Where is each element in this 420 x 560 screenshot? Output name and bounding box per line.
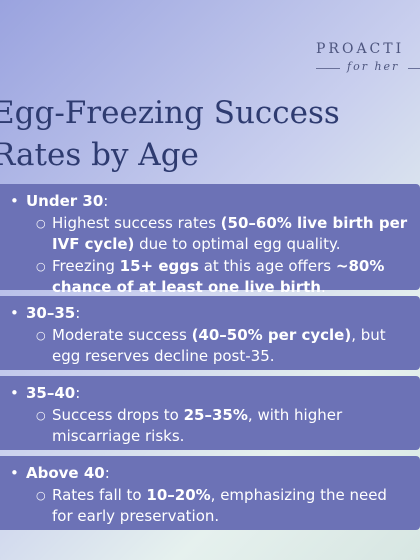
card-30-35: • 30–35: ○ Moderate success (40–50% per … <box>0 296 420 370</box>
text-run: at this age offers <box>198 257 336 275</box>
card-heading: Under 30 <box>26 192 104 210</box>
list-item: ○ Highest success rates (50–60% live bir… <box>10 213 410 255</box>
text-run: Moderate success <box>52 326 192 344</box>
list-item: ○ Freezing 15+ eggs at this age offers ~… <box>10 256 410 298</box>
bullet-icon: • <box>10 192 19 210</box>
card-heading-row: • 30–35: <box>10 303 410 324</box>
title-line-2: Rates by Age <box>0 137 199 173</box>
tagline-left-rule <box>316 68 340 69</box>
page-title: Egg-Freezing Success Rates by Age <box>0 92 340 176</box>
card-heading-row: • 35–40: <box>10 383 410 404</box>
bold-run: 25–35% <box>183 406 248 424</box>
card-heading: Above 40 <box>26 464 105 482</box>
text-run: Highest success rates <box>52 214 221 232</box>
tagline-right-rule <box>408 68 420 69</box>
list-item: ○ Rates fall to 10–20%, emphasizing the … <box>10 485 410 527</box>
card-heading-row: • Above 40: <box>10 463 410 484</box>
bold-run: (40–50% per cycle) <box>191 326 352 344</box>
heading-colon: : <box>75 384 81 402</box>
card-35-40: • 35–40: ○ Success drops to 25–35%, with… <box>0 376 420 450</box>
list-item: ○ Moderate success (40–50% per cycle), b… <box>10 325 410 367</box>
heading-colon: : <box>75 304 81 322</box>
heading-colon: : <box>103 192 109 210</box>
text-run: due to optimal egg quality. <box>134 235 341 253</box>
text-run: . <box>320 278 326 296</box>
brand-tagline: for her <box>347 60 400 73</box>
list-item-text: Rates fall to 10–20%, emphasizing the ne… <box>52 485 410 527</box>
bold-run: (50–60% live birth per IVF cycle) <box>52 214 408 253</box>
circle-bullet-icon: ○ <box>36 217 46 230</box>
brand-logo: PROACTI for her <box>316 40 420 74</box>
brand-tagline-row: for her <box>316 60 420 74</box>
list-item-text: Highest success rates (50–60% live birth… <box>52 213 410 255</box>
card-under-30: • Under 30: ○ Highest success rates (50–… <box>0 184 420 296</box>
bold-run: 10–20% <box>146 486 211 504</box>
list-item: ○ Success drops to 25–35%, with higher m… <box>10 405 410 447</box>
card-heading-row: • Under 30: <box>10 191 410 212</box>
title-line-1: Egg-Freezing Success <box>0 95 340 131</box>
bullet-icon: • <box>10 384 19 402</box>
text-run: Success drops to <box>52 406 184 424</box>
card-above-40: • Above 40: ○ Rates fall to 10–20%, emph… <box>0 456 420 530</box>
heading-colon: : <box>104 464 110 482</box>
bullet-icon: • <box>10 464 19 482</box>
card-heading: 30–35 <box>26 304 76 322</box>
circle-bullet-icon: ○ <box>36 329 46 342</box>
text-run: , with higher miscarriage risks. <box>52 406 343 445</box>
card-heading: 35–40 <box>26 384 76 402</box>
text-run: , emphasizing the need for early preserv… <box>52 486 387 525</box>
text-run: Freezing <box>52 257 120 275</box>
circle-bullet-icon: ○ <box>36 489 46 502</box>
bullet-icon: • <box>10 304 19 322</box>
list-item-text: Moderate success (40–50% per cycle), but… <box>52 325 410 367</box>
brand-name: PROACTI <box>316 41 405 57</box>
circle-bullet-icon: ○ <box>36 409 46 422</box>
list-item-text: Success drops to 25–35%, with higher mis… <box>52 405 410 447</box>
circle-bullet-icon: ○ <box>36 260 46 273</box>
bold-run: 15+ eggs <box>119 257 199 275</box>
list-item-text: Freezing 15+ eggs at this age offers ~80… <box>52 256 410 298</box>
bold-run: ~80% chance of at least one live birth <box>52 257 385 296</box>
text-run: , but egg reserves decline post-35. <box>52 326 386 365</box>
text-run: Rates fall to <box>52 486 147 504</box>
